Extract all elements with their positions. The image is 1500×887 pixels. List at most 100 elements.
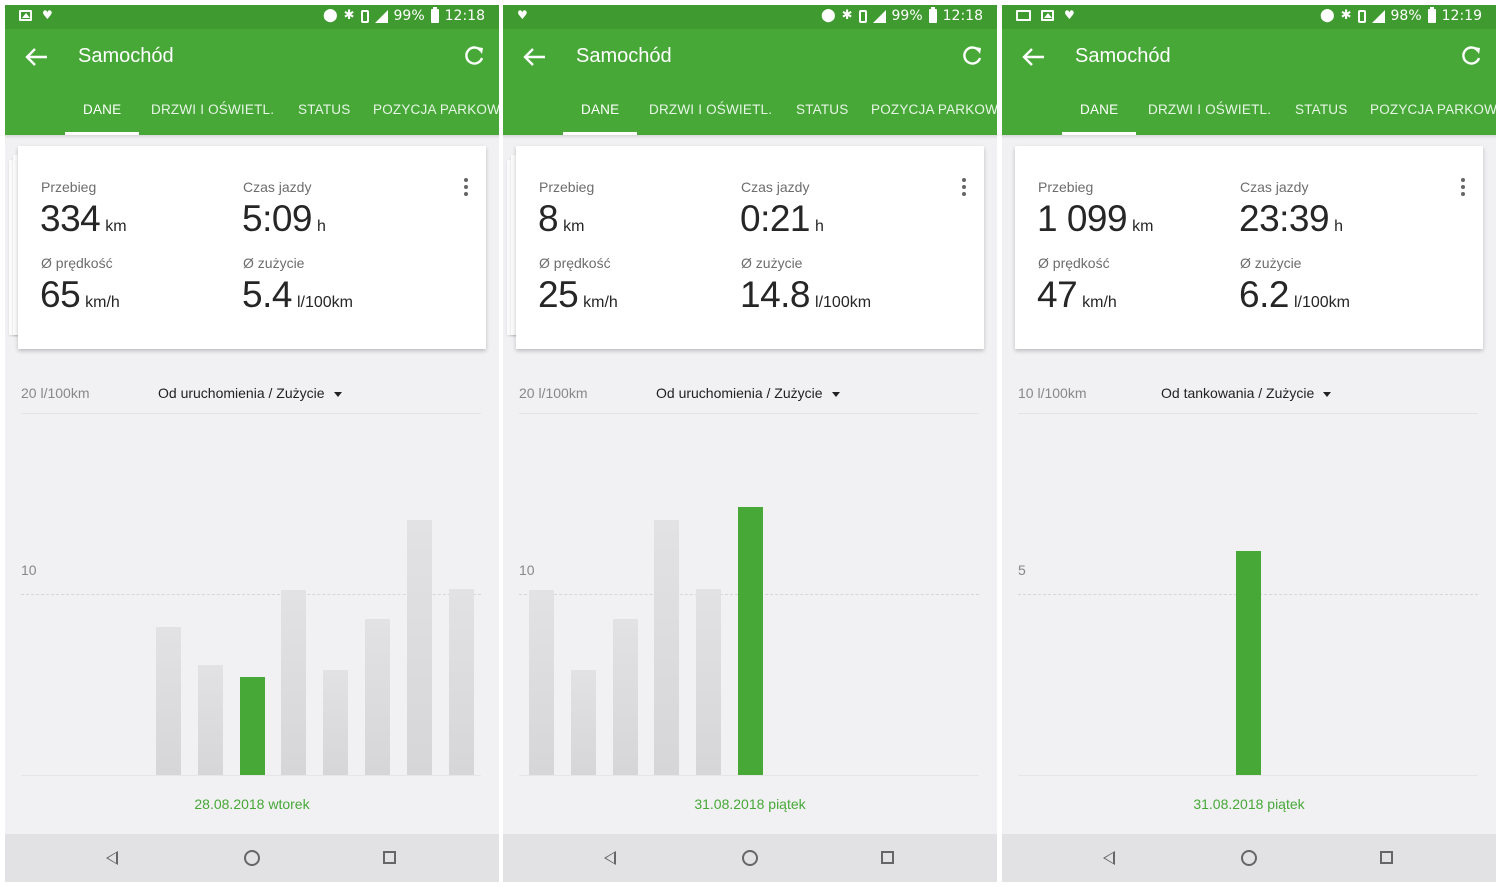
avg-consumption-unit: l/100km [296, 294, 353, 311]
avg-consumption-label: Ø zużycie [741, 255, 803, 271]
chart-bar[interactable] [448, 588, 474, 775]
refresh-icon[interactable] [463, 45, 485, 67]
mileage-label: Przebieg [539, 179, 595, 195]
image-icon [1041, 10, 1054, 21]
dropdown-caret-icon [1323, 391, 1332, 397]
nav-home-icon[interactable] [742, 850, 758, 866]
tab-status[interactable]: STATUS [298, 102, 351, 117]
range-dropdown[interactable]: Od tankowania / Zużycie [1161, 385, 1332, 401]
y-axis-max-label: 10 l/100km [1018, 385, 1087, 401]
chart-bar[interactable] [654, 519, 680, 775]
avg-speed-value: 25 km/h [538, 274, 618, 315]
back-arrow-icon[interactable] [23, 45, 49, 69]
range-dropdown-label: Od uruchomienia / Zużycie [158, 385, 325, 401]
nav-recent-apps-icon[interactable] [881, 851, 894, 864]
nav-back-icon[interactable] [1103, 851, 1115, 865]
clock: 12:18 [942, 8, 983, 24]
active-tab-indicator [1062, 132, 1136, 135]
bluetooth-icon: ✱ [1340, 8, 1352, 23]
range-dropdown-label: Od tankowania / Zużycie [1161, 385, 1315, 401]
chart-bar[interactable] [612, 619, 638, 775]
drive-time-unit: h [317, 218, 326, 235]
vibrate-icon [1357, 9, 1366, 23]
nav-recent-apps-icon[interactable] [383, 851, 396, 864]
battery-icon [928, 7, 937, 23]
chart-bar[interactable] [570, 670, 596, 775]
more-vert-icon[interactable] [961, 178, 967, 196]
page-title: Samochód [1075, 45, 1171, 67]
drive-time-label: Czas jazdy [741, 179, 810, 195]
app-bar: Samochód DANE DRZWI I OŚWIETL. STATUS PO… [503, 29, 997, 135]
trip-stats-card[interactable]: Przebieg 8 km Czas jazdy 0:21 h Ø prędkość… [516, 146, 984, 349]
active-tab-indicator [563, 132, 637, 135]
drive-time-value: 5:09 h [242, 198, 326, 239]
back-arrow-icon[interactable] [1020, 45, 1046, 69]
y-axis-max-label: 20 l/100km [21, 385, 90, 401]
tab-status[interactable]: STATUS [796, 102, 849, 117]
page-title: Samochód [78, 45, 174, 67]
system-nav-bar [503, 834, 997, 882]
chart-baseline [21, 775, 481, 776]
clock: 12:19 [1441, 8, 1482, 24]
tab-dane[interactable]: DANE [1080, 102, 1119, 117]
tab-pozycja-parkowania[interactable]: POZYCJA PARKOW [1370, 102, 1496, 117]
chart-bar-selected[interactable] [738, 507, 763, 775]
more-vert-icon[interactable] [463, 178, 469, 196]
location-icon: ⬤ [323, 8, 338, 23]
chart-bar[interactable] [365, 619, 390, 775]
appbar-shadow [1002, 135, 1496, 139]
range-dropdown[interactable]: Od uruchomienia / Zużycie [656, 385, 840, 401]
avg-consumption-value: 6.2 l/100km [1239, 274, 1350, 315]
drive-time-label: Czas jazdy [243, 179, 312, 195]
range-dropdown[interactable]: Od uruchomienia / Zużycie [158, 385, 342, 401]
status-bar: ♥ ⬤ ✱ 98% 12:19 [1002, 5, 1496, 29]
mileage-label: Przebieg [41, 179, 97, 195]
tab-pozycja-parkowania[interactable]: POZYCJA PARKOW [871, 102, 997, 117]
chart-bar[interactable] [197, 664, 223, 775]
trip-stats-card[interactable]: Przebieg 334 km Czas jazdy 5:09 h Ø prędko… [18, 146, 486, 349]
chart-bar[interactable] [281, 590, 307, 775]
active-tab-indicator [65, 132, 139, 135]
avg-speed-label: Ø prędkość [1038, 255, 1110, 271]
lte-signal-icon [1371, 9, 1385, 23]
selected-date-label: 31.08.2018 piątek [694, 796, 806, 812]
refresh-icon[interactable] [1460, 45, 1482, 67]
chart-bar[interactable] [156, 626, 181, 775]
chart-bar[interactable] [323, 670, 349, 775]
tab-drzwi-oswietlenie[interactable]: DRZWI I OŚWIETL. [151, 102, 275, 117]
chart-bar-selected[interactable] [239, 677, 265, 775]
chart-bar[interactable] [406, 519, 432, 775]
drive-time-unit: h [815, 218, 824, 235]
y-axis-mid-label: 5 [1018, 562, 1026, 578]
tab-dane[interactable]: DANE [581, 102, 620, 117]
chart-baseline [1018, 775, 1478, 776]
more-vert-icon[interactable] [1460, 178, 1466, 196]
bluetooth-icon: ✱ [343, 8, 355, 23]
avg-speed-unit: km/h [583, 294, 618, 311]
avg-speed-label: Ø prędkość [539, 255, 611, 271]
nav-home-icon[interactable] [1241, 850, 1257, 866]
trip-stats-card[interactable]: Przebieg 1 099 km Czas jazdy 23:39 h Ø prę… [1015, 146, 1483, 349]
tab-dane[interactable]: DANE [83, 102, 122, 117]
system-nav-bar [5, 834, 499, 882]
selected-date-label: 28.08.2018 wtorek [194, 796, 310, 812]
chart-bar-selected[interactable] [1236, 550, 1261, 775]
tab-status[interactable]: STATUS [1295, 102, 1348, 117]
nav-back-icon[interactable] [106, 851, 118, 865]
image-icon [19, 10, 32, 21]
y-axis-max-label: 20 l/100km [519, 385, 588, 401]
vibrate-icon [858, 9, 867, 23]
tab-pozycja-parkowania[interactable]: POZYCJA PARKOW [373, 102, 499, 117]
dropdown-caret-icon [831, 391, 840, 397]
tab-drzwi-oswietlenie[interactable]: DRZWI I OŚWIETL. [649, 102, 773, 117]
chart-bar[interactable] [696, 588, 722, 775]
lte-signal-icon [374, 9, 388, 23]
refresh-icon[interactable] [961, 45, 983, 67]
nav-recent-apps-icon[interactable] [1380, 851, 1393, 864]
chart-bar[interactable] [529, 590, 554, 775]
tab-drzwi-oswietlenie[interactable]: DRZWI I OŚWIETL. [1148, 102, 1272, 117]
nav-home-icon[interactable] [244, 850, 260, 866]
avg-consumption-unit: l/100km [1293, 294, 1350, 311]
back-arrow-icon[interactable] [521, 45, 547, 69]
nav-back-icon[interactable] [604, 851, 616, 865]
